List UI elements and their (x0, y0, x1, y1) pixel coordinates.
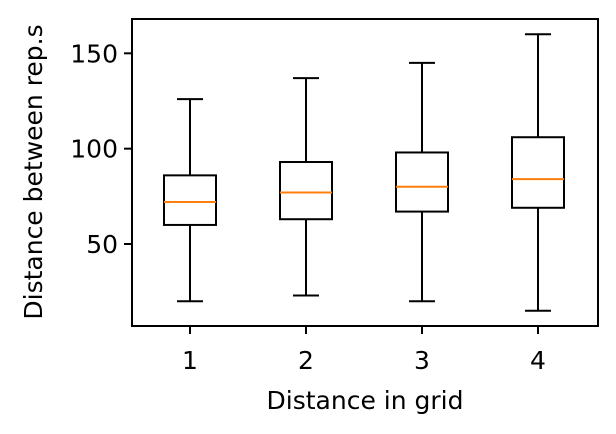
y-axis-label: Distance between rep.s (19, 24, 48, 319)
x-tick-label: 4 (530, 346, 546, 375)
iqr-box (163, 174, 217, 226)
y-tick-label: 150 (70, 39, 118, 68)
x-axis: 1 2 3 4 (182, 326, 546, 375)
box-plot (511, 33, 565, 312)
iqr-box (279, 161, 333, 221)
y-tick-label: 100 (70, 135, 118, 164)
plot-frame (131, 18, 599, 327)
iqr-box (511, 136, 565, 209)
x-tick-label: 1 (182, 346, 198, 375)
iqr-box (395, 151, 449, 213)
x-tick-label: 3 (414, 346, 430, 375)
box-series (163, 33, 565, 312)
box-plot (395, 61, 449, 303)
x-axis-label: Distance in grid (267, 386, 464, 415)
box-plot (163, 98, 217, 303)
y-axis: 50 100 150 (70, 39, 132, 259)
x-tick-label: 2 (298, 346, 314, 375)
y-tick-label: 50 (86, 230, 118, 259)
box-plot (279, 77, 333, 297)
